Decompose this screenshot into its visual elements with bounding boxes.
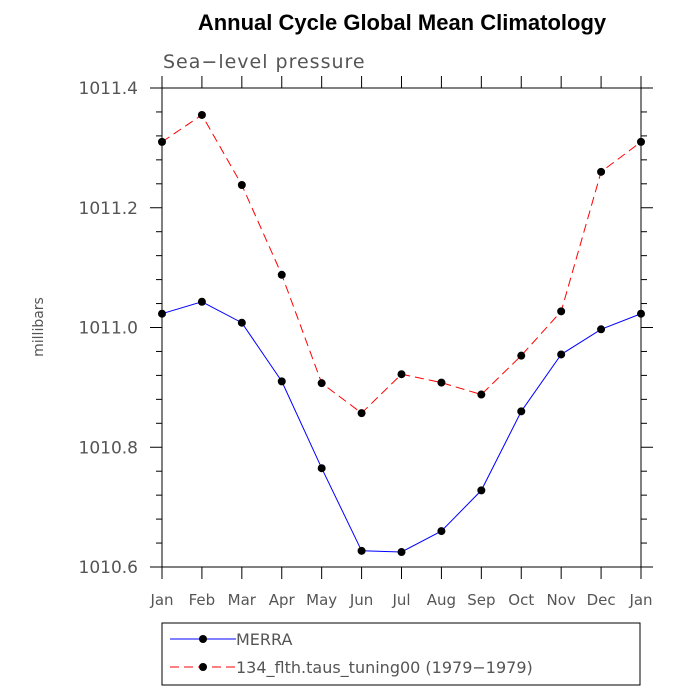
series-2-point: [597, 167, 606, 176]
chart-subtitle: Sea−level pressure: [163, 51, 366, 73]
y-tick-label: 1011.4: [79, 79, 138, 99]
x-tick-label: May: [306, 591, 337, 609]
x-tick-label: Aug: [427, 591, 456, 609]
series-1-point: [637, 309, 645, 318]
series-1-point: [557, 350, 566, 359]
series-1-point: [158, 309, 166, 318]
y-tick-label: 1011.2: [79, 199, 138, 219]
x-tick-label: Oct: [508, 591, 534, 609]
series-2-point: [397, 370, 406, 379]
x-tick-label: Jan: [149, 591, 173, 609]
plot-frame: [161, 87, 642, 568]
chart-title: Annual Cycle Global Mean Climatology: [198, 10, 607, 35]
legend-label-1: MERRA: [236, 630, 293, 649]
x-tick-label: Sep: [467, 591, 495, 609]
y-tick-label: 1011.0: [79, 319, 138, 339]
series-1-point: [597, 325, 606, 334]
series-1-point: [357, 546, 366, 555]
y-axis-label: millibars: [31, 297, 47, 357]
x-tick-label: Apr: [269, 591, 296, 609]
series-line-1: [161, 301, 642, 553]
plot-area: 1010.6 1010.8 1011.0 1011.2 1011.4 Jan Feb Mar A…: [79, 76, 653, 609]
legend-box: [161, 622, 641, 686]
series-line-2: [161, 114, 642, 414]
series-1-point: [197, 297, 206, 306]
series-1-point: [477, 486, 486, 495]
x-tick-label: Jan: [628, 591, 652, 609]
series-1-point: [237, 318, 246, 327]
legend: MERRA 134_flth.taus_tuning00 (1979−1979): [161, 622, 641, 686]
x-tick-label: Feb: [189, 591, 216, 609]
series-2-point: [197, 110, 206, 119]
x-tick-label: Jun: [349, 591, 373, 609]
series-2-point: [517, 351, 526, 360]
series-2-point: [637, 137, 645, 146]
y-tick-label: 1010.6: [79, 558, 138, 578]
series-1-point: [437, 527, 446, 536]
series-2-point: [277, 270, 286, 279]
series-2-point: [557, 307, 566, 316]
y-tick-label: 1010.8: [79, 438, 138, 458]
series-2-point: [158, 137, 166, 146]
series-2-point: [437, 378, 446, 387]
series-1-point: [397, 548, 406, 557]
series-2-point: [477, 390, 486, 399]
series-2-point: [317, 379, 326, 388]
legend-marker-1: [199, 635, 207, 643]
legend-label-2: 134_flth.taus_tuning00 (1979−1979): [236, 658, 533, 678]
x-tick-label: Jul: [391, 591, 410, 609]
series-1-point: [317, 464, 326, 473]
series-2-point: [237, 180, 246, 189]
series-2-point: [357, 409, 366, 418]
x-tick-label: Nov: [547, 591, 576, 609]
series-1-point: [517, 407, 526, 416]
legend-marker-2: [199, 663, 207, 671]
x-tick-label: Dec: [587, 591, 616, 609]
x-tick-label: Mar: [228, 591, 257, 609]
series-1-point: [277, 377, 286, 386]
